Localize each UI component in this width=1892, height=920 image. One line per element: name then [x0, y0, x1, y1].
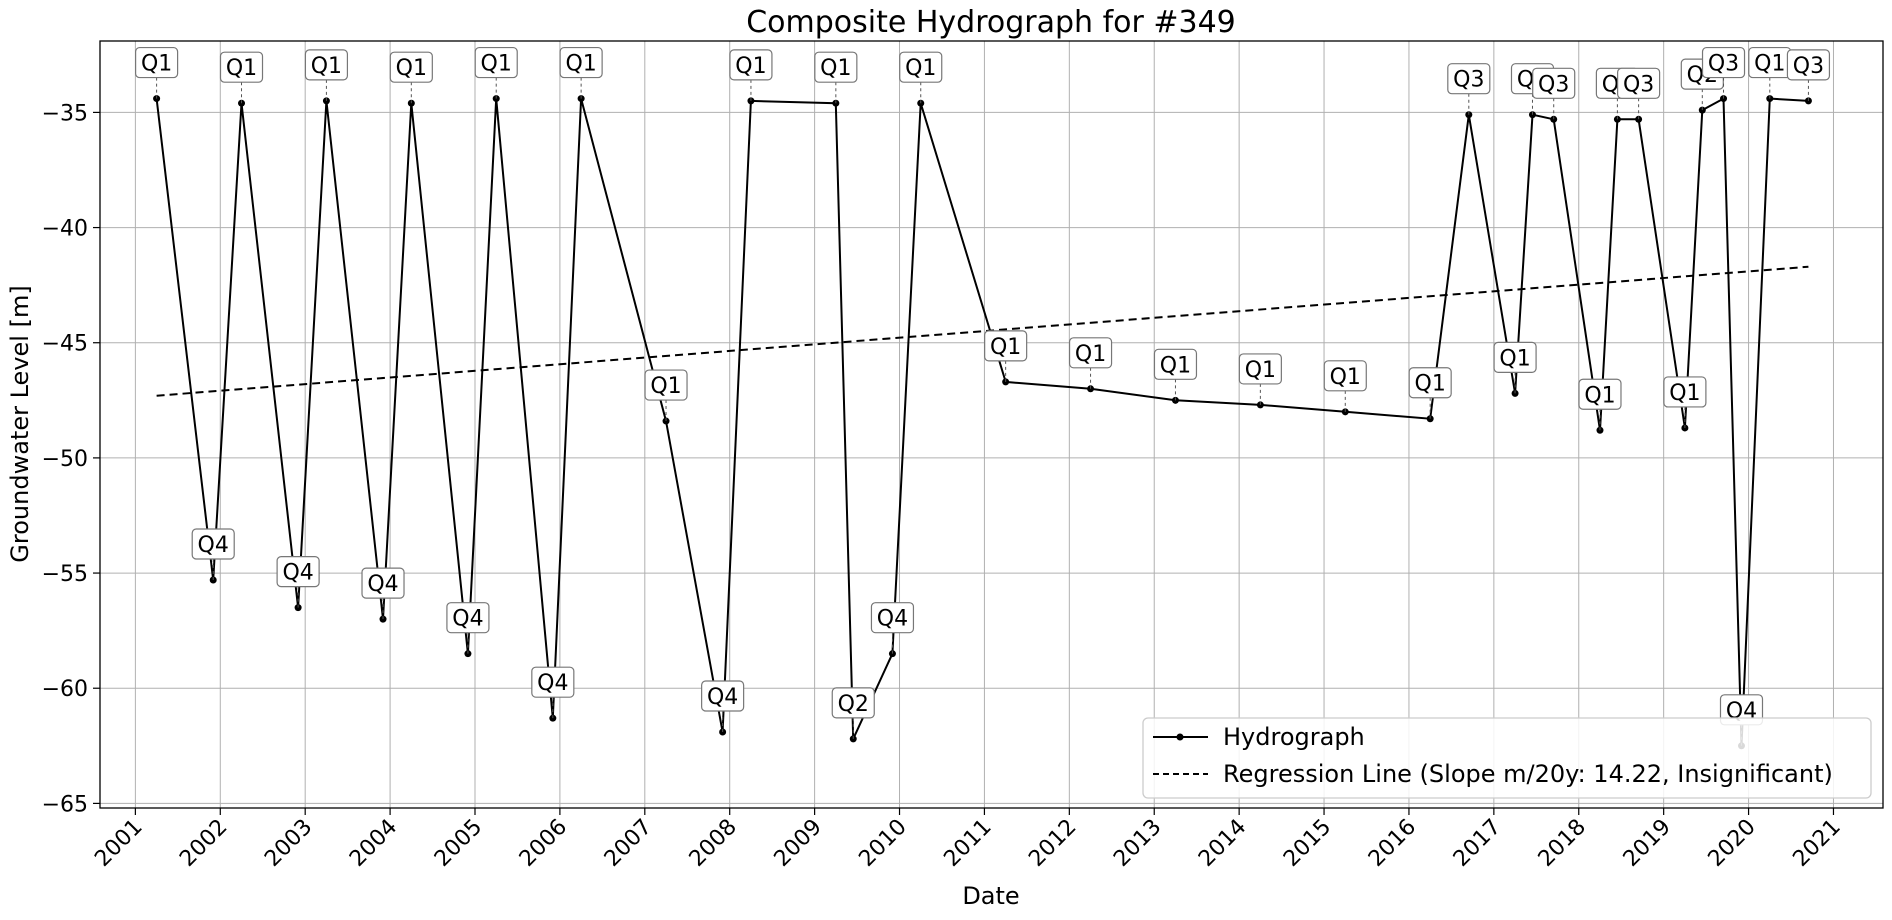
regression-line-layer [156, 265, 1809, 397]
legend-box [1142, 717, 1872, 799]
annotation-label: Q4 [707, 685, 738, 710]
annotation-label: Q4 [537, 671, 568, 696]
annotation-label: Q1 [396, 56, 427, 81]
annotation-label: Q1 [311, 54, 342, 79]
annotation-label: Q3 [1538, 72, 1569, 97]
annotation-label: Q1 [1330, 365, 1361, 390]
x-axis-title: Date [962, 882, 1019, 910]
y-tick-label: −65 [42, 792, 88, 817]
annotation-label: Q1 [1584, 383, 1615, 408]
y-axis-title: Groundwater Level [m] [6, 285, 34, 562]
annotation-label: Q4 [877, 607, 908, 632]
annotation-label: Q1 [226, 56, 257, 81]
y-tick-label: −35 [42, 101, 88, 126]
annotation-box [559, 46, 603, 79]
annotation-label: Q1 [735, 54, 766, 79]
annotation-box [1617, 67, 1661, 99]
annotation-label: Q1 [1754, 52, 1785, 77]
annotation-box [644, 369, 688, 401]
annotation-box [1238, 353, 1282, 385]
annotation-label: Q1 [650, 374, 681, 399]
annotation-box [1663, 376, 1707, 408]
annotation-box [831, 687, 875, 719]
annotation-box [1532, 67, 1576, 99]
annotation-box [984, 330, 1028, 362]
annotation-label: Q1 [905, 56, 936, 81]
y-tick-label: −60 [42, 677, 88, 702]
annotation-box [276, 556, 320, 588]
annotation-box [899, 51, 943, 83]
annotation-box [729, 49, 773, 81]
annotation-box [1701, 46, 1746, 79]
annotation-label: Q3 [1623, 72, 1654, 97]
annotation-label: Q1 [1245, 358, 1276, 383]
annotation-box [1447, 63, 1491, 95]
y-tick-label: −55 [42, 562, 88, 587]
annotation-label: Q1 [481, 52, 512, 77]
legend: Hydrograph Regression Line (Slope m/20y:… [1142, 717, 1872, 799]
annotation-label: Q1 [1499, 346, 1530, 371]
y-tick-label: −45 [42, 332, 88, 357]
annotation-label: Q1 [1075, 342, 1106, 367]
annotation-box [1323, 360, 1367, 392]
annotation-box [1408, 367, 1452, 399]
annotation-label: Q1 [565, 52, 596, 77]
chart-title: Composite Hydrograph for #349 [746, 5, 1236, 40]
annotation-box [814, 51, 858, 83]
annotation-box [446, 602, 490, 634]
annotation-label: Q1 [820, 56, 851, 81]
legend-hydrograph-marker [1176, 733, 1184, 741]
annotation-label: Q1 [1415, 372, 1446, 397]
y-axis-ticks: −35 −40 −45 −50 −55 −60 −65 [42, 101, 100, 817]
annotation-label: Q1 [990, 335, 1021, 360]
annotation-label: Q1 [1669, 381, 1700, 406]
annotation-label: Q4 [367, 572, 398, 597]
annotation-box [1578, 378, 1622, 410]
annotation-box [1786, 49, 1831, 81]
annotation-label: Q4 [452, 607, 483, 632]
annotation-box [219, 51, 264, 83]
annotation-label: Q2 [838, 692, 869, 717]
annotation-box [474, 46, 518, 79]
annotation-layer: Q1 Q4 Q1 Q4 Q1 Q4 Q1 Q4 Q1 Q4 Q1 Q1 Q4 Q1 Q1 Q2 Q4 Q1 Q1 Q1… [135, 46, 1831, 746]
annotation-label: Q3 [1708, 52, 1739, 77]
annotation-box [361, 567, 405, 599]
annotation-box [389, 51, 433, 83]
annotation-label: Q1 [141, 52, 172, 77]
annotation-box [135, 46, 179, 79]
regression-line [156, 265, 1809, 397]
legend-hydrograph-label: Hydrograph [1223, 723, 1365, 751]
y-tick-label: −40 [42, 217, 88, 242]
annotation-box [870, 602, 915, 634]
annotation-box [304, 49, 349, 81]
legend-regression-label: Regression Line (Slope m/20y: 14.22, Ins… [1223, 760, 1833, 788]
annotation-label: Q1 [1160, 353, 1191, 378]
plot-frame [99, 40, 1884, 809]
annotation-box [1493, 341, 1537, 374]
annotation-box [531, 666, 575, 698]
grid [100, 41, 1883, 808]
annotation-box [191, 528, 235, 560]
annotation-box [1153, 348, 1198, 380]
annotation-label: Q4 [198, 533, 229, 558]
annotation-label: Q3 [1453, 68, 1484, 93]
annotation-box [701, 680, 745, 712]
y-tick-label: −50 [42, 447, 88, 472]
annotation-label: Q4 [282, 561, 313, 586]
annotation-box [1068, 337, 1113, 369]
annotation-label: Q3 [1793, 54, 1824, 79]
